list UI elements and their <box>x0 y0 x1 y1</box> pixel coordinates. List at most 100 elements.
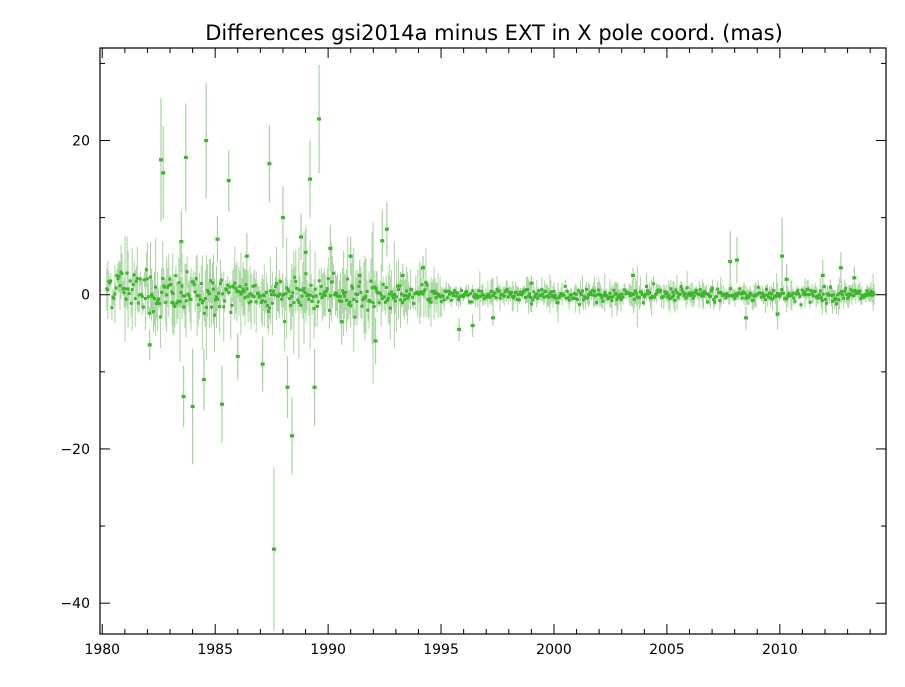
data-point <box>853 288 857 292</box>
data-point <box>744 296 748 300</box>
data-point <box>393 299 397 303</box>
data-point <box>150 293 153 297</box>
data-point <box>680 288 684 292</box>
data-point <box>510 294 514 298</box>
data-point <box>408 292 412 296</box>
data-point <box>402 294 406 298</box>
data-point <box>618 295 622 299</box>
data-point <box>328 294 332 298</box>
data-point <box>775 312 780 316</box>
data-point <box>240 290 244 294</box>
data-point <box>256 291 260 295</box>
data-point <box>457 327 462 332</box>
data-point <box>378 291 382 295</box>
data-point <box>140 295 144 299</box>
x-tick-label: 1990 <box>310 642 346 658</box>
data-point <box>338 299 341 303</box>
chart-title: Differences gsi2014a minus EXT in X pole… <box>205 21 783 45</box>
data-point <box>438 295 442 299</box>
data-point <box>241 287 245 291</box>
data-point <box>335 292 338 295</box>
data-point <box>322 290 326 294</box>
data-point <box>142 278 146 282</box>
data-point <box>843 289 847 293</box>
data-point <box>428 297 432 301</box>
x-tick-label: 1985 <box>197 642 233 658</box>
data-point <box>514 291 518 295</box>
data-point <box>573 297 577 300</box>
data-point <box>701 294 705 298</box>
data-point <box>494 296 498 300</box>
data-point <box>120 272 124 275</box>
data-point <box>531 298 535 302</box>
data-point <box>740 296 744 300</box>
data-point <box>237 290 241 294</box>
data-point <box>798 295 802 299</box>
data-point <box>208 279 212 283</box>
data-point <box>704 292 708 296</box>
data-point <box>586 296 589 300</box>
data-point <box>760 292 764 295</box>
data-point <box>193 290 197 294</box>
data-point <box>756 285 760 289</box>
data-point <box>448 290 452 294</box>
data-point <box>735 294 739 298</box>
data-point <box>144 268 148 272</box>
data-point <box>228 285 232 289</box>
data-point <box>254 300 258 304</box>
data-point <box>203 297 207 300</box>
data-point <box>222 305 226 309</box>
y-tick-label: 20 <box>72 134 90 150</box>
data-point <box>310 299 314 303</box>
data-point <box>286 287 290 291</box>
data-point <box>463 292 466 296</box>
data-point <box>857 291 861 295</box>
data-point <box>795 290 799 294</box>
data-point <box>288 297 292 300</box>
data-point <box>580 289 584 293</box>
data-point <box>143 297 147 300</box>
data-point <box>666 295 670 299</box>
data-point <box>233 281 237 285</box>
data-point <box>446 289 450 293</box>
data-point <box>390 294 394 297</box>
data-point <box>728 294 732 298</box>
data-point <box>733 297 737 300</box>
data-point <box>258 294 262 298</box>
data-point <box>498 296 502 300</box>
data-point <box>268 289 272 293</box>
data-point <box>751 298 755 302</box>
data-point <box>134 279 138 283</box>
data-point <box>154 285 158 289</box>
data-point <box>542 295 546 299</box>
data-point <box>642 295 646 299</box>
data-point <box>397 288 400 292</box>
data-point <box>724 296 728 300</box>
data-point <box>248 292 252 296</box>
data-point <box>419 290 423 294</box>
data-point <box>207 292 211 296</box>
data-point <box>238 285 242 288</box>
data-point <box>778 295 782 298</box>
data-point <box>728 259 733 264</box>
data-point <box>480 289 484 293</box>
data-point <box>424 281 428 285</box>
data-point <box>226 179 231 183</box>
data-point <box>533 295 537 299</box>
data-point <box>315 304 319 308</box>
data-point <box>870 293 874 297</box>
data-point <box>615 297 619 301</box>
data-point <box>187 294 191 298</box>
data-point <box>308 177 313 181</box>
data-point <box>280 216 285 220</box>
data-point <box>391 296 395 300</box>
data-point <box>837 298 841 302</box>
data-point <box>473 293 477 297</box>
data-point <box>173 304 177 308</box>
data-point <box>641 301 645 305</box>
data-point <box>372 305 376 309</box>
data-point <box>410 288 414 292</box>
data-point <box>766 295 770 299</box>
data-point <box>549 290 553 294</box>
data-point <box>213 313 216 317</box>
